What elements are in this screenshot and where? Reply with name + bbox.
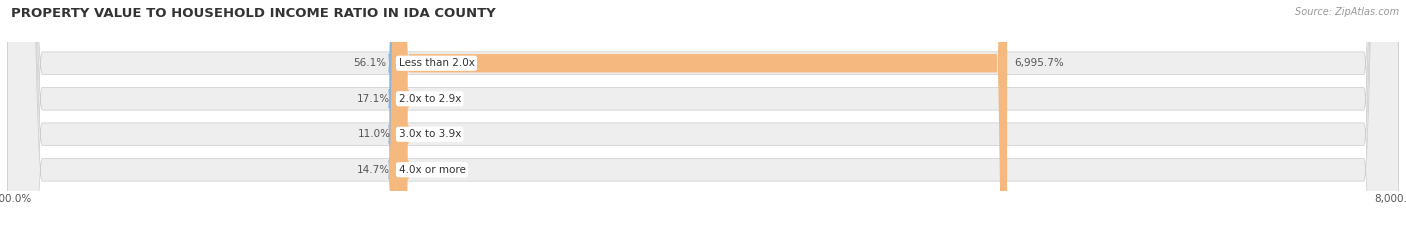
- FancyBboxPatch shape: [394, 0, 409, 233]
- FancyBboxPatch shape: [7, 0, 1399, 233]
- Text: 14.7%: 14.7%: [357, 165, 391, 175]
- Text: 65.8%: 65.8%: [411, 94, 444, 104]
- FancyBboxPatch shape: [388, 0, 408, 233]
- Text: Less than 2.0x: Less than 2.0x: [398, 58, 474, 68]
- Text: 2.0x to 2.9x: 2.0x to 2.9x: [398, 94, 461, 104]
- Text: 17.1%: 17.1%: [357, 94, 389, 104]
- FancyBboxPatch shape: [7, 0, 1399, 233]
- Text: 11.0%: 11.0%: [357, 129, 391, 139]
- FancyBboxPatch shape: [398, 0, 1007, 233]
- Text: 3.0x to 3.9x: 3.0x to 3.9x: [398, 129, 461, 139]
- Text: Source: ZipAtlas.com: Source: ZipAtlas.com: [1295, 7, 1399, 17]
- FancyBboxPatch shape: [7, 0, 1399, 233]
- FancyBboxPatch shape: [388, 0, 408, 233]
- Text: 6,995.7%: 6,995.7%: [1014, 58, 1064, 68]
- Text: 56.1%: 56.1%: [353, 58, 387, 68]
- Text: PROPERTY VALUE TO HOUSEHOLD INCOME RATIO IN IDA COUNTY: PROPERTY VALUE TO HOUSEHOLD INCOME RATIO…: [11, 7, 496, 20]
- FancyBboxPatch shape: [388, 0, 409, 233]
- FancyBboxPatch shape: [7, 0, 1399, 233]
- Text: 5.1%: 5.1%: [406, 165, 433, 175]
- FancyBboxPatch shape: [388, 0, 404, 233]
- FancyBboxPatch shape: [388, 0, 408, 233]
- Text: 4.0x or more: 4.0x or more: [398, 165, 465, 175]
- Text: 12.4%: 12.4%: [406, 129, 440, 139]
- FancyBboxPatch shape: [389, 0, 409, 233]
